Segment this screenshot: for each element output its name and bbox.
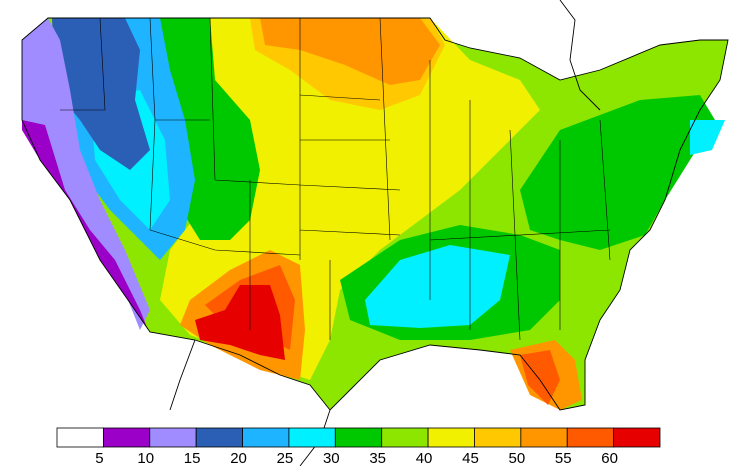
legend-label: 30 [323, 450, 340, 466]
legend-swatch [288, 427, 336, 448]
color-legend: 5 10 15 20 25 30 35 40 45 50 55 60 [56, 427, 661, 466]
legend-label: 5 [95, 450, 103, 466]
state-lines [60, 17, 611, 341]
country-border [21, 17, 729, 411]
legend-swatch [56, 427, 104, 448]
region-30-se [365, 245, 510, 328]
legend-swatch [242, 427, 290, 448]
legend-swatch [334, 427, 383, 448]
region-55 [260, 18, 440, 85]
legend-swatch [613, 427, 661, 448]
legend-swatch [195, 427, 243, 448]
legend-swatch [427, 427, 475, 448]
region-15 [22, 18, 150, 330]
legend-label: 35 [369, 450, 386, 466]
region-florida-hot [520, 350, 560, 405]
legend-swatch [520, 427, 568, 448]
legend-label: 10 [137, 450, 154, 466]
legend-swatch [381, 427, 429, 448]
legend-label: 55 [555, 450, 572, 466]
legend-label: 50 [509, 450, 526, 466]
legend-label: 40 [416, 450, 433, 466]
legend-label: 45 [462, 450, 479, 466]
region-10 [22, 120, 148, 330]
legend-label: 60 [601, 450, 618, 466]
legend-swatch [566, 427, 615, 448]
legend-label: 25 [277, 450, 294, 466]
legend-label: 20 [230, 450, 247, 466]
region-30-ne [690, 120, 725, 155]
legend-swatch [149, 427, 197, 448]
legend-label: 15 [184, 450, 201, 466]
region-65 [195, 285, 285, 360]
region-35-ne [520, 95, 715, 250]
legend-swatch [474, 427, 522, 448]
map [21, 0, 729, 466]
legend-swatch [102, 427, 151, 448]
region-20 [52, 18, 150, 170]
